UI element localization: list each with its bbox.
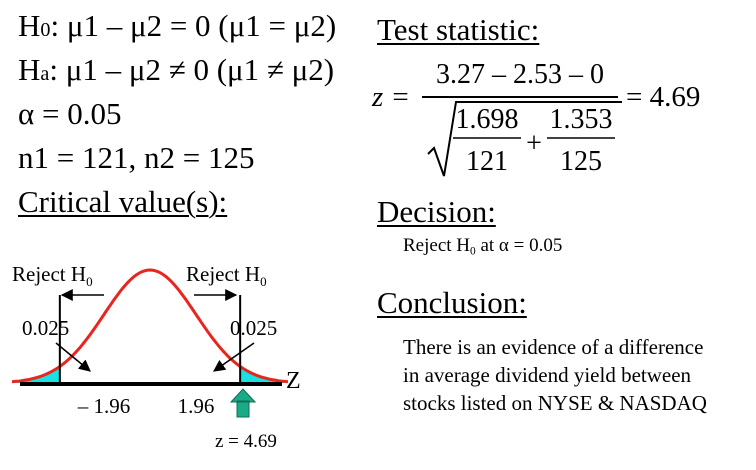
null-hypothesis: H0: μ1 – μ2 = 0 (μ1 = μ2) [18,10,336,41]
frac2-denominator: 125 [560,146,602,177]
alternative-hypothesis: Ha: μ1 – μ2 ≠ 0 (μ1 ≠ μ2) [18,54,334,85]
axis-label-z: Z [286,368,301,394]
conclusion-line: There is an evidence of a difference [403,335,704,359]
formula-result: = 4.69 [626,81,700,113]
conclusion-line: stocks listed on NYSE & NASDAQ [403,391,707,415]
reject-label-right: Reject H0 [186,262,267,289]
ha-label: Ha [18,52,50,87]
tail-pointer-left [55,342,91,372]
conclusion-text: There is an evidence of a difference in … [403,333,707,417]
frac1-numerator: 1.698 [456,104,519,135]
test-statistic-arrow [229,388,257,418]
test-statistic-heading: Test statistic: [377,12,540,47]
decision-text: Reject H0 at α = 0.05 [403,235,563,258]
formula-plus: + [526,128,542,159]
conclusion-heading: Conclusion: [377,285,527,320]
sample-sizes: n1 = 121, n2 = 125 [18,140,255,175]
h0-expression: : μ1 – μ2 = 0 (μ1 = μ2) [50,8,337,43]
frac1-denominator: 121 [466,146,508,177]
tail-area-label-left: 0.025 [22,316,69,340]
reject-label-left: Reject H0 [12,262,93,289]
right-rejection-region [240,366,288,383]
normal-curve [11,268,289,384]
normal-distribution-chart: Z Reject H0 Reject H0 0.025 0.025 – 1.96… [11,262,301,452]
alpha-line: α = 0.05 [18,96,122,131]
sqrt-sign [427,101,622,177]
test-statistic-label: z = 4.69 [215,431,277,452]
formula-numerator: 3.27 – 2.53 – 0 [436,62,604,90]
critical-values-heading: Critical value(s): [18,184,228,219]
ha-expression: : μ1 – μ2 ≠ 0 (μ1 ≠ μ2) [49,52,335,87]
decision-heading: Decision: [377,194,496,229]
left-rejection-region [12,366,60,383]
h0-label: H0 [18,8,51,43]
test-statistic-formula: z = 3.27 – 2.53 – 0 1.698 121 + 1.353 12… [371,62,700,177]
tail-pointer-right [213,342,255,372]
tail-area-label-right: 0.025 [230,316,277,340]
tick-label-right: 1.96 [178,394,215,418]
conclusion-line: in average dividend yield between [403,363,692,387]
frac2-numerator: 1.353 [550,104,613,135]
formula-lhs: z = [371,81,410,113]
tick-label-left: – 1.96 [77,394,131,418]
